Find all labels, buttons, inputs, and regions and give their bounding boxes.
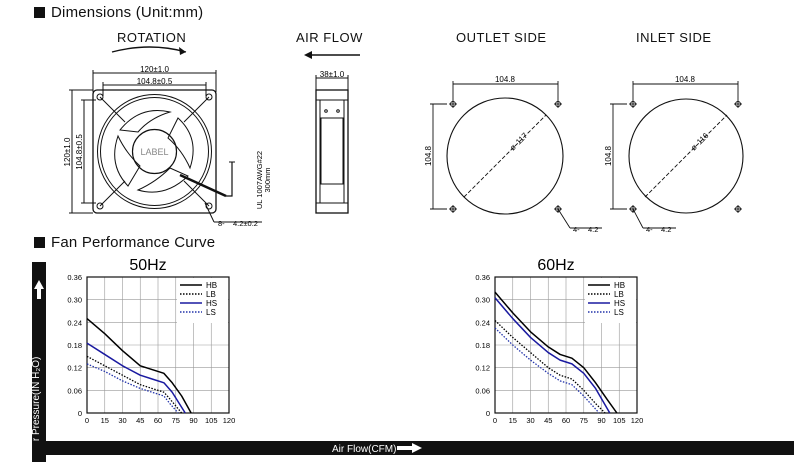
airflow-label: AIR FLOW bbox=[296, 30, 363, 45]
y-axis-bar-overlay: Air Pressure(IN H₂O) bbox=[32, 280, 44, 450]
front-holes-dim: 4.2±0.2 bbox=[233, 219, 258, 228]
legend-entry: LS bbox=[614, 308, 624, 317]
dimensions-title: Dimensions (Unit:mm) bbox=[34, 4, 203, 21]
chart-title: 50Hz bbox=[129, 257, 166, 274]
x-tick-label: 45 bbox=[544, 416, 552, 425]
performance-charts: 50Hz 0 15 30 45 60 75 90 105 120 0 0.06 0.12 0.18 0.24… bbox=[67, 257, 644, 425]
legend-entry: LB bbox=[614, 290, 624, 299]
performance-title-text: Fan Performance Curve bbox=[51, 234, 216, 251]
series-line bbox=[86, 355, 183, 414]
fan-hub-label: LABEL bbox=[140, 147, 168, 157]
y-tick-label: 0.18 bbox=[67, 341, 82, 350]
y-tick-label: 0.36 bbox=[475, 273, 490, 282]
inlet-holes-dim: 4.2 bbox=[661, 225, 671, 234]
inlet-side-view bbox=[610, 81, 744, 229]
x-tick-label: 15 bbox=[101, 416, 109, 425]
x-tick-label: 75 bbox=[172, 416, 180, 425]
legend-entry: HS bbox=[206, 299, 217, 308]
x-tick-label: 60 bbox=[154, 416, 162, 425]
front-view bbox=[69, 70, 262, 223]
series-line bbox=[86, 342, 186, 414]
front-outer-height: 120±1.0 bbox=[63, 137, 72, 166]
y-tick-label: 0 bbox=[486, 409, 490, 418]
y-tick-label: 0.24 bbox=[67, 318, 82, 327]
dimensions-title-text: Dimensions (Unit:mm) bbox=[51, 4, 204, 21]
airflow-arrowhead-icon bbox=[304, 51, 312, 59]
legend-entry: HB bbox=[206, 281, 217, 290]
y-tick-label: 0.06 bbox=[67, 386, 82, 395]
outlet-side-label: OUTLET SIDE bbox=[456, 30, 547, 45]
x-tick-label: 105 bbox=[205, 416, 218, 425]
x-tick-label: 90 bbox=[189, 416, 197, 425]
legend-entry: HS bbox=[614, 299, 625, 308]
y-axis-bar bbox=[32, 262, 46, 462]
front-inner-height: 104.8±0.5 bbox=[75, 134, 84, 170]
rotation-label: ROTATION bbox=[117, 30, 187, 45]
y-tick-label: 0.24 bbox=[475, 318, 490, 327]
chart-title: 60Hz bbox=[537, 257, 574, 274]
inlet-holes-count: 4- bbox=[646, 225, 653, 234]
x-tick-label: 60 bbox=[562, 416, 570, 425]
outlet-height: 104.8 bbox=[424, 145, 433, 166]
x-tick-label: 0 bbox=[493, 416, 497, 425]
outlet-side-view bbox=[430, 81, 602, 229]
outlet-holes-count: 4- bbox=[573, 225, 580, 234]
y-tick-label: 0 bbox=[78, 409, 82, 418]
x-tick-label: 45 bbox=[136, 416, 144, 425]
y-tick-label: 0.36 bbox=[67, 273, 82, 282]
x-tick-label: 0 bbox=[85, 416, 89, 425]
y-tick-label: 0.30 bbox=[475, 296, 490, 305]
y-tick-label: 0.06 bbox=[475, 386, 490, 395]
series-line bbox=[86, 317, 192, 414]
front-inner-width: 104.8±0.5 bbox=[137, 77, 173, 86]
series-line bbox=[494, 319, 606, 414]
outlet-holes-dim: 4.2 bbox=[588, 225, 598, 234]
wire-length: 300mm bbox=[263, 167, 272, 192]
up-arrow-icon bbox=[34, 280, 44, 299]
legend-entry: HB bbox=[614, 281, 625, 290]
series-line bbox=[494, 297, 611, 414]
x-tick-label: 120 bbox=[223, 416, 236, 425]
inlet-width: 104.8 bbox=[675, 75, 696, 84]
rotation-arrow-icon bbox=[111, 46, 187, 53]
inlet-height: 104.8 bbox=[604, 145, 613, 166]
x-axis-label: Air Flow(CFM) bbox=[332, 444, 396, 455]
performance-title: Fan Performance Curve bbox=[34, 234, 215, 251]
side-depth: 38±1.0 bbox=[320, 70, 345, 79]
x-axis-bar-overlay: Air Flow(CFM) bbox=[332, 443, 422, 455]
side-view bbox=[315, 75, 349, 214]
legend-entry: LB bbox=[206, 290, 216, 299]
series-line bbox=[494, 291, 618, 414]
y-tick-label: 0.12 bbox=[67, 364, 82, 373]
rotation-arrowhead-icon bbox=[179, 47, 186, 55]
front-holes-count: 8- bbox=[218, 219, 225, 228]
y-axis-label: Air Pressure(IN H₂O) bbox=[32, 357, 42, 450]
legend-entry: LS bbox=[206, 308, 216, 317]
y-tick-label: 0.12 bbox=[475, 364, 490, 373]
x-tick-label: 15 bbox=[509, 416, 517, 425]
series-line bbox=[494, 327, 600, 414]
plot-frame bbox=[494, 276, 638, 414]
wire-spec: UL 1007AWG#22 bbox=[255, 151, 264, 209]
inlet-diameter-symbol-icon: ø bbox=[689, 143, 699, 153]
x-tick-label: 30 bbox=[118, 416, 126, 425]
x-tick-label: 30 bbox=[526, 416, 534, 425]
y-tick-label: 0.18 bbox=[475, 341, 490, 350]
x-tick-label: 90 bbox=[597, 416, 605, 425]
x-tick-label: 75 bbox=[580, 416, 588, 425]
outlet-width: 104.8 bbox=[495, 75, 516, 84]
square-bullet-icon bbox=[34, 237, 45, 248]
outlet-diameter-symbol-icon: ø bbox=[508, 143, 518, 153]
x-tick-label: 105 bbox=[613, 416, 626, 425]
right-arrow-icon bbox=[397, 443, 422, 453]
x-tick-label: 120 bbox=[631, 416, 644, 425]
y-tick-label: 0.30 bbox=[67, 296, 82, 305]
square-bullet-icon bbox=[34, 7, 45, 18]
plot-frame bbox=[86, 276, 230, 414]
dimension-drawings: 120±1.0 104.8±0.5 120±1.0 104.8±0.5 LABE… bbox=[63, 46, 744, 234]
inlet-side-label: INLET SIDE bbox=[636, 30, 712, 45]
front-outer-width: 120±1.0 bbox=[140, 65, 169, 74]
